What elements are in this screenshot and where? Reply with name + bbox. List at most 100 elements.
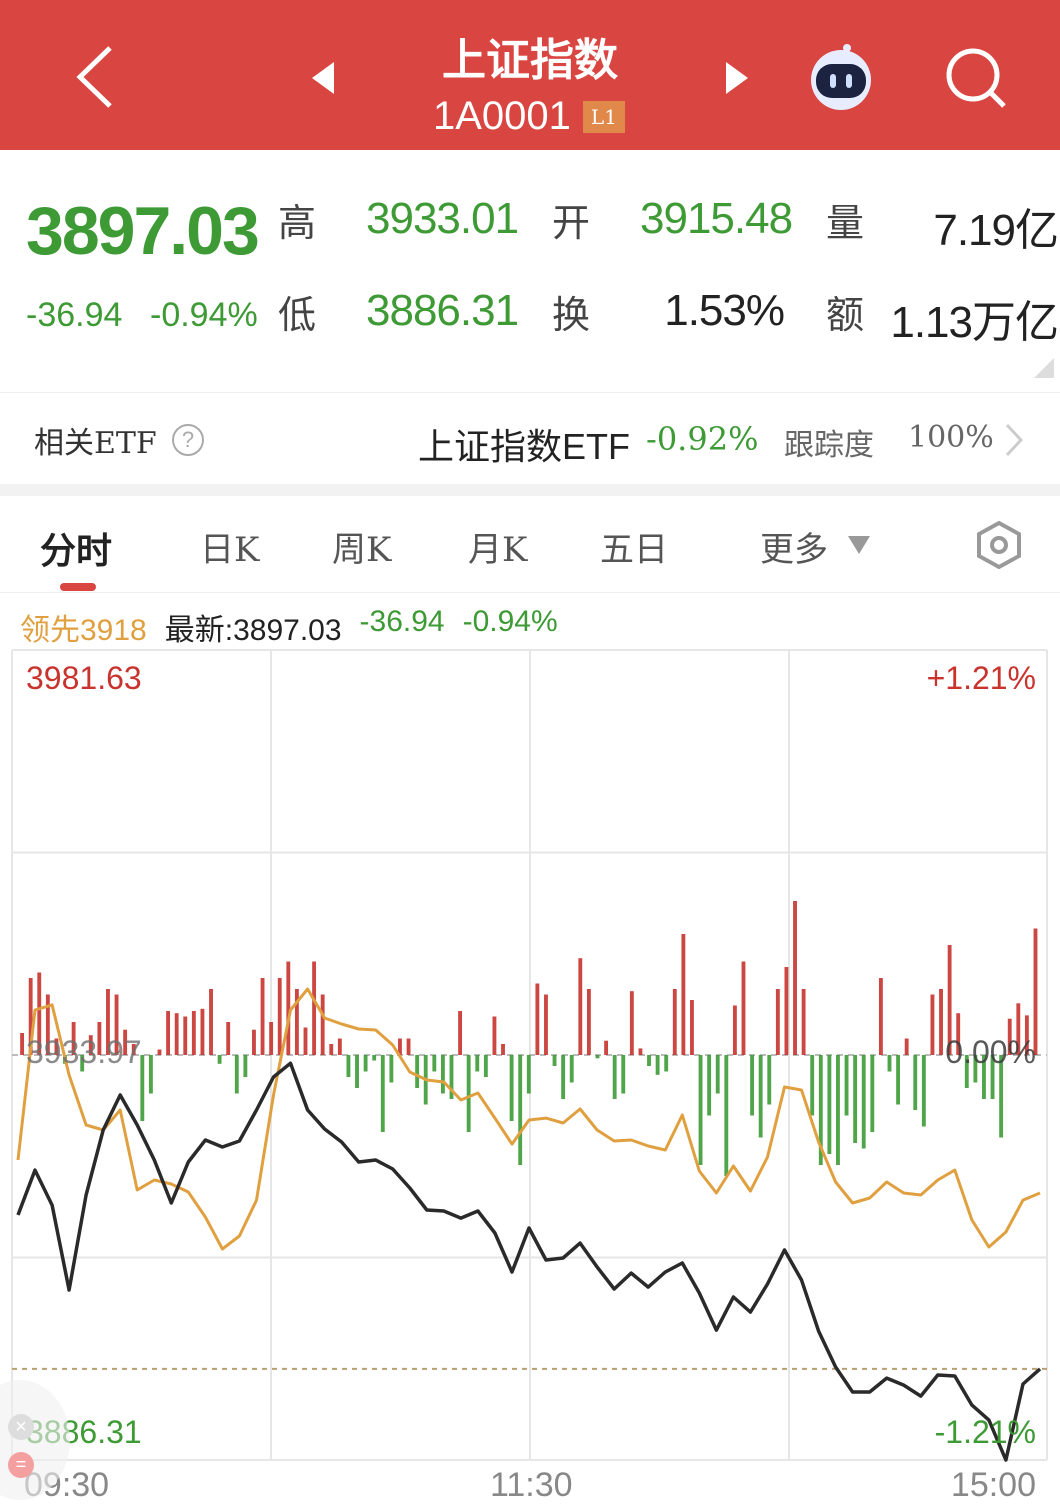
volume-bar-down bbox=[707, 1055, 712, 1116]
volume-bar-up bbox=[930, 994, 935, 1055]
tab-five-day[interactable]: 五日 bbox=[600, 530, 668, 570]
volume-bar-down bbox=[355, 1055, 359, 1088]
volume-bar-up bbox=[294, 989, 299, 1055]
volume-bar-up bbox=[303, 1027, 308, 1055]
price-change: -36.94 bbox=[26, 296, 123, 334]
stock-code: 1A0001 bbox=[433, 94, 571, 138]
tracking-label: 跟踪度 bbox=[784, 428, 874, 463]
help-icon[interactable]: ? bbox=[172, 424, 204, 456]
volume-bar-up bbox=[544, 994, 548, 1055]
volume-bar-down bbox=[80, 1055, 85, 1072]
volume-value: 7.19亿 bbox=[933, 206, 1059, 255]
volume-bar-down bbox=[595, 1055, 600, 1059]
volume-bar-up bbox=[191, 1011, 196, 1055]
volume-bar-down bbox=[415, 1055, 420, 1088]
dropdown-triangle-icon[interactable] bbox=[848, 536, 870, 554]
level-badge: L1 bbox=[582, 100, 625, 133]
volume-bar-down bbox=[140, 1055, 145, 1121]
section-gap bbox=[0, 484, 1060, 496]
related-etf-label: 相关ETF bbox=[34, 426, 157, 461]
volume-bar-up bbox=[878, 978, 883, 1055]
robot-assistant-icon[interactable] bbox=[802, 40, 880, 112]
volume-bar-up bbox=[28, 978, 33, 1055]
settings-hexagon-icon[interactable] bbox=[974, 520, 1024, 570]
volume-bar-down bbox=[148, 1055, 153, 1094]
volume-bar-down bbox=[217, 1055, 222, 1064]
volume-bar-down bbox=[647, 1055, 651, 1066]
volume-bar-down bbox=[724, 1055, 729, 1176]
volume-bar-up bbox=[71, 1022, 76, 1055]
etf-name[interactable]: 上证指数ETF bbox=[418, 426, 630, 467]
volume-bar-down bbox=[861, 1055, 866, 1149]
volume-bar-up bbox=[604, 1040, 609, 1055]
expand-corner-icon[interactable] bbox=[1034, 358, 1054, 378]
volume-bar-up bbox=[252, 1029, 256, 1055]
volume-bar-up bbox=[97, 1022, 102, 1055]
volume-bar-down bbox=[973, 1055, 978, 1083]
etf-change: -0.92% bbox=[646, 420, 759, 458]
tab-monthly-k[interactable]: 月K bbox=[468, 530, 528, 570]
turnover-label: 换 bbox=[552, 293, 591, 337]
volume-bar-up bbox=[535, 983, 540, 1055]
volume-bar-down bbox=[921, 1055, 926, 1127]
volume-bar-down bbox=[818, 1055, 823, 1165]
close-icon[interactable]: × bbox=[8, 1414, 34, 1440]
volume-bar-down bbox=[243, 1055, 248, 1077]
intraday-chart[interactable] bbox=[0, 648, 1060, 1505]
volume-bar-down bbox=[655, 1055, 660, 1075]
price-line bbox=[16, 1061, 1042, 1462]
back-arrow-icon[interactable] bbox=[74, 44, 118, 110]
leading-index-label: 领先3918 bbox=[20, 614, 147, 647]
volume-bar-down bbox=[853, 1055, 858, 1143]
volume-bar-up bbox=[398, 1038, 402, 1055]
prev-stock-icon[interactable] bbox=[310, 60, 338, 96]
amount-label: 额 bbox=[826, 293, 865, 337]
volume-bar-down bbox=[509, 1055, 514, 1121]
tab-more[interactable]: 更多 bbox=[760, 530, 828, 570]
volume-label: 量 bbox=[826, 201, 865, 245]
amount-value: 1.13万亿 bbox=[890, 298, 1059, 347]
tab-weekly-k[interactable]: 周K bbox=[332, 530, 392, 570]
volume-bar-up bbox=[320, 994, 325, 1055]
volume-bar-up bbox=[269, 1022, 274, 1055]
volume-bar-down bbox=[440, 1055, 445, 1094]
volume-bar-down bbox=[715, 1055, 720, 1094]
volume-bar-up bbox=[166, 1011, 171, 1055]
volume-bar-up bbox=[277, 978, 282, 1055]
low-value: 3886.31 bbox=[366, 286, 519, 335]
volume-bar-down bbox=[234, 1055, 239, 1094]
volume-bar-up bbox=[329, 1044, 334, 1055]
leading-index-line bbox=[16, 987, 1041, 1251]
volume-bar-up bbox=[732, 1005, 737, 1055]
volume-bar-up bbox=[123, 1029, 128, 1055]
volume-bar-up bbox=[690, 1000, 694, 1055]
divider bbox=[0, 592, 1060, 593]
volume-bar-up bbox=[260, 978, 265, 1055]
search-icon[interactable] bbox=[944, 46, 1010, 112]
related-etf-row[interactable]: 相关ETF ? 上证指数ETF -0.92% 跟踪度 100% bbox=[0, 394, 1060, 484]
menu-icon[interactable]: = bbox=[8, 1452, 34, 1478]
next-stock-icon[interactable] bbox=[722, 60, 750, 96]
x-tick-label: 15:00 bbox=[950, 1466, 1036, 1504]
volume-bar-down bbox=[896, 1055, 901, 1105]
tab-daily-k[interactable]: 日K bbox=[200, 530, 260, 570]
volume-bar-up bbox=[956, 1013, 961, 1055]
volume-bar-down bbox=[887, 1055, 892, 1072]
tab-intraday[interactable]: 分时 bbox=[40, 530, 113, 572]
chart-legend: 领先3918 最新:3897.03 -36.94 -0.94% bbox=[20, 605, 558, 649]
volume-bar-down bbox=[664, 1055, 669, 1072]
header-bar: 上证指数 1A0001 L1 bbox=[0, 0, 1060, 150]
volume-bar-up bbox=[183, 1016, 188, 1055]
price-change-pct: -0.94% bbox=[150, 296, 258, 334]
volume-bar-up bbox=[37, 972, 42, 1055]
volume-bar-down bbox=[526, 1055, 531, 1094]
volume-bar-down bbox=[569, 1055, 574, 1083]
volume-bar-up bbox=[784, 967, 789, 1055]
volume-bar-down bbox=[372, 1055, 377, 1061]
volume-bar-up bbox=[54, 1038, 59, 1055]
high-value: 3933.01 bbox=[366, 194, 519, 243]
tracking-value: 100% bbox=[908, 420, 994, 455]
volume-bar-down bbox=[964, 1055, 969, 1088]
volume-bar-up bbox=[200, 1008, 205, 1055]
volume-bar-up bbox=[1007, 1018, 1012, 1055]
